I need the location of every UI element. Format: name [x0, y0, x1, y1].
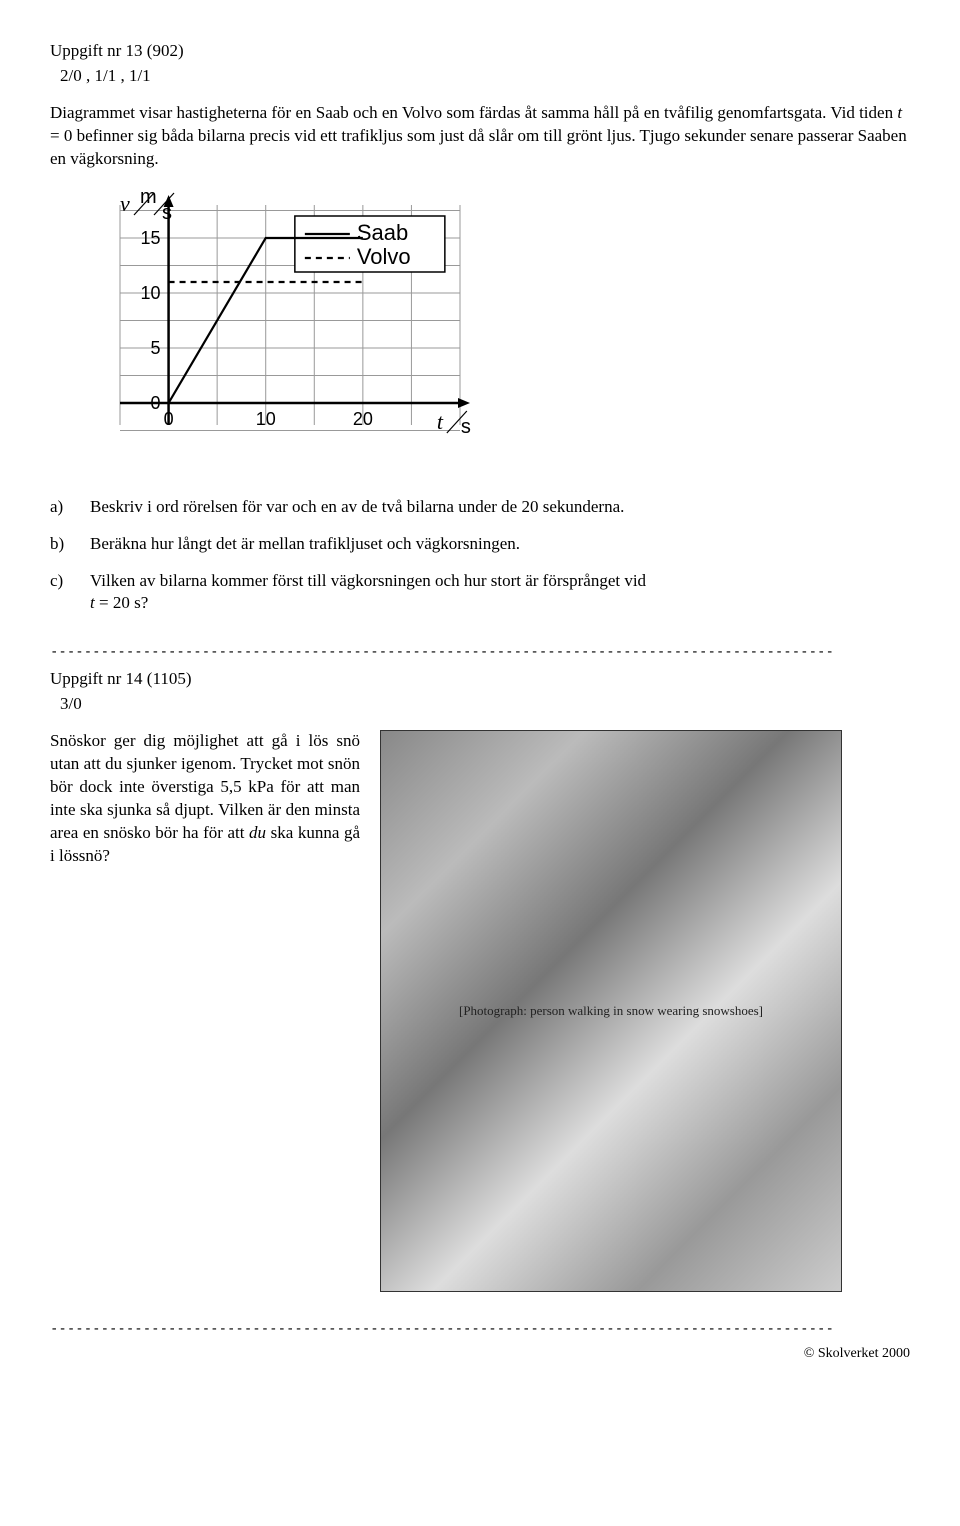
svg-text:5: 5: [151, 338, 161, 358]
question-a: a) Beskriv i ord rörelsen för var och en…: [50, 496, 910, 519]
task14-header: Uppgift nr 14 (1105): [50, 668, 910, 691]
separator-2: ----------------------------------------…: [50, 1320, 910, 1339]
task13-paragraph: Diagrammet visar hastigheterna för en Sa…: [50, 102, 910, 171]
separator-1: ----------------------------------------…: [50, 643, 910, 662]
question-b: b) Beräkna hur långt det är mellan trafi…: [50, 533, 910, 556]
copyright-footer: © Skolverket 2000: [50, 1345, 910, 1364]
task14-points: 3/0: [60, 693, 910, 716]
task13-header: Uppgift nr 13 (902): [50, 40, 910, 63]
svg-text:0: 0: [164, 409, 174, 429]
task14-para-du: du: [249, 823, 266, 842]
svg-text:t: t: [437, 409, 444, 434]
svg-text:Saab: Saab: [357, 220, 408, 245]
task13-para-part1: Diagrammet visar hastigheterna för en Sa…: [50, 103, 897, 122]
task14-paragraph: Snöskor ger dig möjlighet att gå i lös s…: [50, 730, 360, 868]
svg-text:10: 10: [256, 409, 276, 429]
svg-text:15: 15: [141, 228, 161, 248]
task13-questions: a) Beskriv i ord rörelsen för var och en…: [50, 496, 910, 616]
svg-text:v: v: [120, 191, 130, 216]
svg-text:0: 0: [151, 393, 161, 413]
task13-para-t: t: [897, 103, 902, 122]
svg-text:10: 10: [141, 283, 161, 303]
svg-text:Volvo: Volvo: [357, 244, 411, 269]
svg-text:20: 20: [353, 409, 373, 429]
question-c-label: c): [50, 570, 90, 616]
question-c-text: Vilken av bilarna kommer först till vägk…: [90, 570, 910, 616]
question-c: c) Vilken av bilarna kommer först till v…: [50, 570, 910, 616]
velocity-chart: 05101501020vmstsSaabVolvo: [50, 185, 910, 472]
question-b-label: b): [50, 533, 90, 556]
snowshoe-photo-placeholder: [Photograph: person walking in snow wear…: [380, 730, 842, 1292]
task13-points: 2/0 , 1/1 , 1/1: [60, 65, 910, 88]
task13-para-part2: = 0 befinner sig båda bilarna precis vid…: [50, 126, 907, 168]
question-b-text: Beräkna hur långt det är mellan trafiklj…: [90, 533, 910, 556]
svg-text:s: s: [162, 202, 172, 224]
question-a-text: Beskriv i ord rörelsen för var och en av…: [90, 496, 910, 519]
svg-text:s: s: [461, 416, 471, 438]
svg-text:m: m: [140, 186, 157, 208]
task14-photo: [Photograph: person walking in snow wear…: [380, 730, 910, 1292]
question-a-label: a): [50, 496, 90, 519]
question-c-text-1: Vilken av bilarna kommer först till vägk…: [90, 571, 646, 590]
question-c-text-2: = 20 s?: [95, 593, 149, 612]
